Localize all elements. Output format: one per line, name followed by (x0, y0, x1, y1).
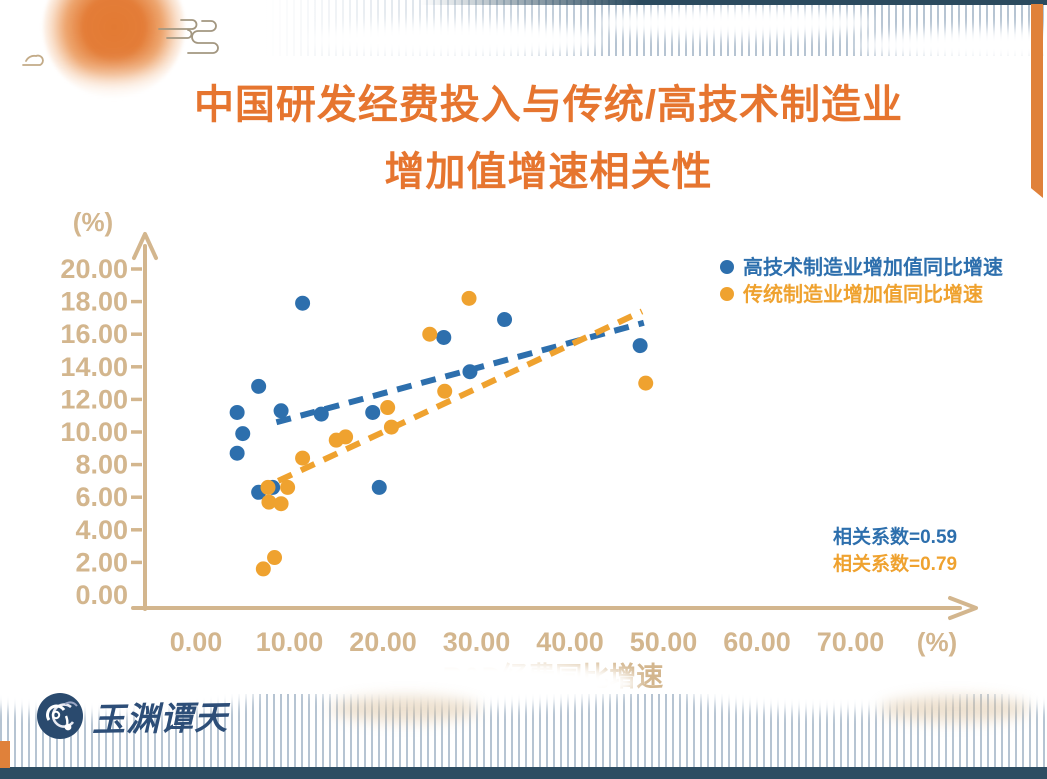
data-point-series-0 (273, 403, 289, 419)
logo: 玉渊谭天 (36, 692, 228, 740)
data-point-series-1 (260, 479, 276, 495)
wave-cutout (680, 664, 980, 712)
data-point-series-1 (422, 326, 438, 342)
data-point-series-1 (295, 450, 311, 466)
y-tick-label: 2.00 (75, 547, 128, 577)
data-point-series-1 (437, 383, 453, 399)
legend-dot-series-0 (720, 260, 734, 274)
y-tick-label: 20.00 (60, 254, 128, 284)
wave-crest-glow (880, 696, 1030, 722)
data-point-series-0 (632, 338, 648, 354)
y-tick-label: 14.00 (60, 352, 128, 382)
legend-label-series-1: 传统制造业增加值同比增速 (742, 282, 983, 306)
data-point-series-1 (273, 496, 289, 512)
data-point-series-0 (229, 404, 245, 420)
data-point-series-1 (255, 561, 271, 577)
data-point-series-1 (383, 419, 399, 435)
x-tick-label: 50.00 (630, 627, 698, 657)
x-tick-label: 20.00 (349, 627, 417, 657)
trendline-series-0 (275, 319, 645, 426)
trendline-series-1 (277, 308, 644, 484)
top-accent-bar (420, 0, 1047, 5)
x-tick-label: 60.00 (723, 627, 791, 657)
bottom-pinstripe-band (0, 658, 1047, 767)
logo-icon (37, 693, 83, 739)
logo-text: 玉渊谭天 (91, 698, 229, 739)
wave-cutout (300, 658, 640, 708)
x-tick-label: 30.00 (443, 627, 511, 657)
data-point-series-0 (251, 378, 267, 394)
chart-title: 中国研发经费投入与传统/高技术制造业 增加值增速相关性 (0, 72, 1047, 206)
y-tick-label: 8.00 (75, 450, 128, 480)
bottom-accent-bar (0, 767, 1047, 779)
data-point-series-1 (461, 290, 477, 306)
cloud-icon (22, 54, 44, 66)
x-axis-unit-label: (%) (917, 627, 957, 657)
data-point-series-1 (267, 550, 283, 566)
cloud-icon (158, 19, 219, 54)
y-tick-label: 12.00 (60, 384, 128, 414)
y-tick-label: 16.00 (60, 319, 128, 349)
chart-title-line2: 增加值增速相关性 (384, 150, 713, 194)
right-accent-strip (1031, 4, 1043, 199)
data-point-series-0 (497, 312, 513, 328)
x-tick-label: 70.00 (817, 627, 885, 657)
y-tick-label: 6.00 (75, 482, 128, 512)
data-point-series-1 (638, 375, 654, 391)
x-tick-label: 40.00 (536, 627, 604, 657)
correlation-annotation-series-1: 相关系数=0.79 (833, 552, 957, 575)
data-point-series-0 (462, 364, 478, 380)
data-point-series-1 (380, 400, 396, 416)
top-pinstripe-band (265, 0, 1047, 62)
data-point-series-0 (235, 426, 251, 442)
data-point-series-1 (280, 479, 296, 495)
legend-label-series-0: 高技术制造业增加值同比增速 (743, 255, 1003, 279)
data-point-series-0 (313, 406, 329, 422)
sun-wash (0, 78, 290, 168)
data-point-series-0 (295, 295, 311, 311)
data-point-series-1 (338, 429, 354, 445)
x-tick-label: 10.00 (256, 627, 324, 657)
x-tick-label: 0.00 (170, 627, 223, 657)
legend-dot-series-1 (720, 287, 734, 301)
wave-crest-glow (330, 696, 480, 722)
y-tick-label: 18.00 (60, 287, 128, 317)
correlation-annotation-series-0: 相关系数=0.59 (833, 525, 957, 548)
data-point-series-0 (371, 479, 387, 495)
data-point-series-0 (436, 329, 452, 345)
x-axis-arrow (948, 596, 978, 620)
chart-title-line1: 中国研发经费投入与传统/高技术制造业 (193, 83, 904, 127)
data-point-series-0 (365, 404, 381, 420)
data-point-series-1 (261, 494, 277, 510)
y-axis-arrow (132, 232, 158, 260)
corner-accent (0, 741, 10, 768)
data-point-series-0 (229, 445, 245, 461)
band-fade (265, 0, 617, 56)
y-tick-label: 10.00 (60, 417, 128, 447)
y-tick-label: 4.00 (75, 515, 128, 545)
y-axis-unit-label: (%) (73, 207, 113, 237)
y-tick-label: 0.00 (75, 580, 128, 610)
wave-cutout (595, 8, 875, 38)
